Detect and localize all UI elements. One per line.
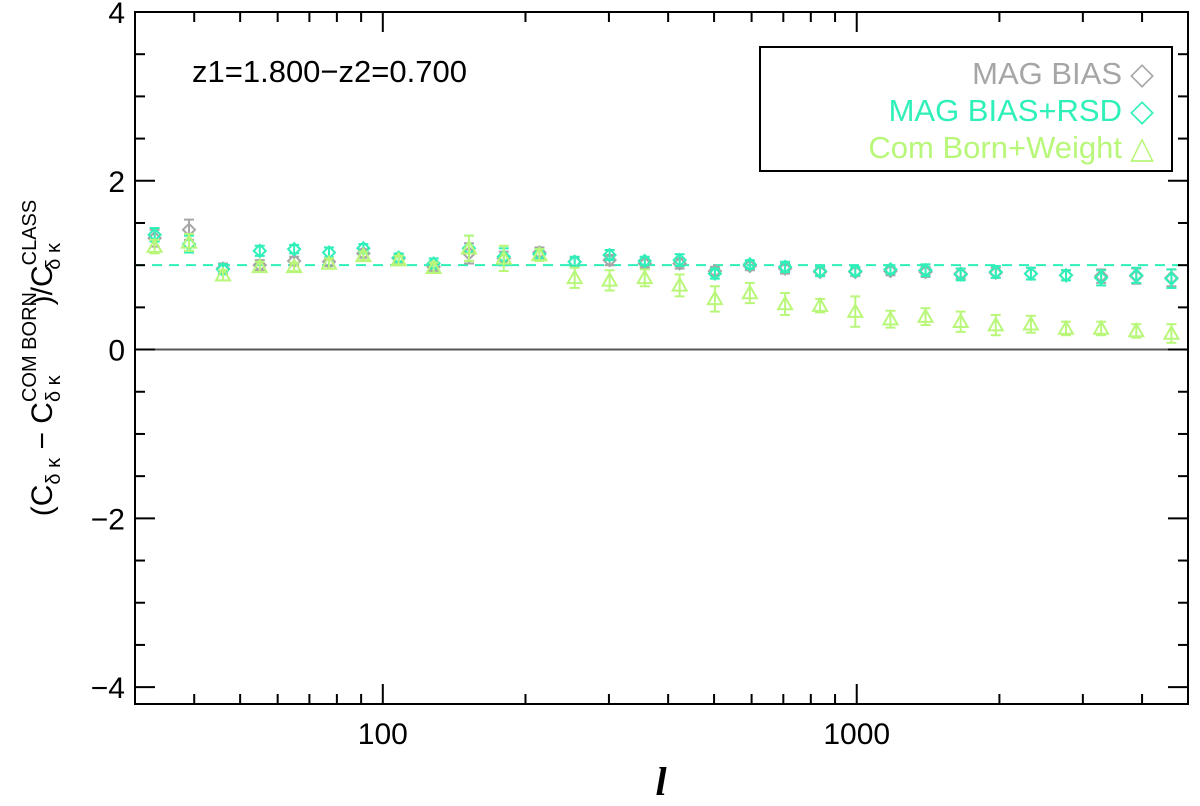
data-point-diamond (1128, 267, 1144, 283)
x-tick-label: 100 (358, 718, 408, 751)
ylabel-part-tail: )/C (26, 265, 59, 305)
legend-label-1: MAG BIAS+RSD (889, 93, 1122, 128)
chart-annotation: z1=1.800−z2=0.700 (192, 54, 467, 89)
data-point-diamond (742, 258, 758, 274)
data-point-triangle (636, 268, 654, 285)
data-point-diamond (812, 263, 828, 279)
y-tick-label: −2 (91, 503, 125, 536)
data-point-triangle (706, 289, 724, 306)
legend-marker-1: ◇ (1130, 93, 1154, 128)
legend-marker-0: ◇ (1130, 56, 1154, 91)
data-point-diamond (672, 252, 688, 268)
data-point-diamond (953, 267, 969, 282)
data-point-triangle (916, 307, 935, 323)
axis-tick-labels: 100 1000 −4 −2 0 2 4 (91, 0, 890, 751)
data-point-triangle (145, 237, 164, 253)
data-point-diamond (988, 264, 1004, 280)
data-point-triangle (424, 258, 443, 274)
data-series (145, 218, 1181, 344)
data-point-diamond (918, 262, 933, 278)
legend-marker-2: △ (1130, 130, 1154, 165)
data-point-diamond (707, 266, 723, 282)
data-point-triangle (987, 316, 1005, 332)
data-point-diamond (1058, 267, 1074, 283)
data-point-triangle (460, 239, 478, 255)
data-point-triangle (320, 254, 338, 270)
data-point-diamond (1164, 271, 1179, 287)
data-point-diamond (883, 261, 898, 277)
legend: MAG BIAS ◇MAG BIAS+RSD ◇Com Born+Weight △ (759, 46, 1173, 172)
data-point-triangle (846, 302, 865, 318)
y-tick-label: 4 (108, 0, 125, 30)
data-point-triangle (776, 294, 794, 311)
x-tick-label: 1000 (823, 718, 890, 751)
y-tick-label: −4 (91, 672, 125, 705)
ylabel-sub3: δ κ (43, 242, 65, 270)
data-point-triangle (389, 251, 408, 267)
data-point-triangle (951, 312, 970, 328)
data-point-diamond (637, 253, 653, 269)
ylabel-sub1: δ κ (43, 457, 65, 485)
data-point-triangle (670, 276, 689, 292)
legend-label-2: Com Born+Weight (868, 130, 1122, 165)
legend-label-0: MAG BIAS (972, 56, 1122, 91)
data-point-triangle (285, 257, 303, 274)
ylabel-sub2: δ κ (43, 374, 65, 402)
data-point-triangle (881, 310, 900, 326)
data-point-triangle (1092, 319, 1110, 335)
data-point-triangle (214, 266, 232, 282)
data-point-triangle (565, 268, 584, 285)
data-point-triangle (811, 296, 829, 312)
data-point-triangle (1057, 319, 1075, 335)
data-point-triangle (1162, 324, 1181, 340)
data-point-diamond (918, 264, 933, 280)
data-point-triangle (354, 246, 373, 263)
data-point-diamond (1093, 270, 1109, 286)
data-point-diamond (602, 247, 618, 263)
data-point-diamond (1023, 266, 1039, 282)
data-point-triangle (741, 284, 759, 300)
plot-area (134, 11, 1189, 705)
data-point-triangle (1022, 315, 1040, 331)
data-point-diamond (777, 261, 793, 276)
data-point-diamond (742, 256, 758, 272)
data-point-triangle (495, 249, 513, 265)
y-axis-label: (Cδ κ − CCOM BORN δ κ)/CCLASS δ κ (19, 200, 65, 517)
data-point-triangle (251, 257, 269, 274)
data-point-triangle (180, 233, 198, 249)
ylabel-sup1: COM BORN (19, 292, 41, 402)
data-point-diamond (883, 263, 898, 279)
data-point-diamond (252, 243, 268, 259)
data-point-triangle (530, 246, 549, 262)
data-point-triangle (1127, 321, 1146, 338)
data-point-diamond (286, 241, 302, 257)
x-axis-label: l (655, 759, 667, 804)
reference-lines (135, 264, 1188, 351)
data-point-diamond (777, 259, 793, 275)
axis-ticks (134, 11, 1189, 704)
ylabel-part-main: (C (26, 485, 59, 517)
series-2 (145, 232, 1181, 344)
y-tick-label: 0 (108, 335, 125, 368)
data-point-diamond (847, 263, 863, 279)
ylabel-sup2: CLASS (19, 200, 41, 266)
legend-box (759, 46, 1173, 172)
y-tick-label: 2 (108, 166, 125, 199)
ylabel-part-mid: − C (26, 402, 59, 458)
data-point-triangle (600, 271, 619, 287)
